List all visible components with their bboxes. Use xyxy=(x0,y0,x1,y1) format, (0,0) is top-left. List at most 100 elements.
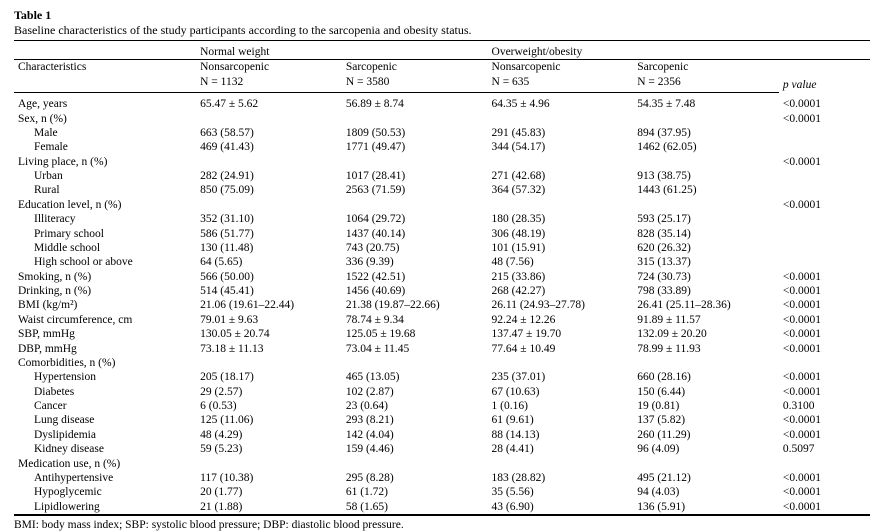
table-row: Illiteracy352 (31.10)1064 (29.72)180 (28… xyxy=(14,212,870,226)
cell-pvalue: <0.0001 xyxy=(779,284,870,298)
table-row: Lung disease125 (11.06)293 (8.21)61 (9.6… xyxy=(14,413,870,427)
row-label: Education level, n (%) xyxy=(14,198,196,212)
cell-value: 344 (54.17) xyxy=(488,140,634,154)
cell-pvalue: <0.0001 xyxy=(779,298,870,312)
cell-value: 92.24 ± 12.26 xyxy=(488,313,634,327)
cell-value xyxy=(196,356,342,370)
table-row: Drinking, n (%)514 (45.41)1456 (40.69)26… xyxy=(14,284,870,298)
cell-pvalue xyxy=(779,140,870,154)
cell-value: 469 (41.43) xyxy=(196,140,342,154)
row-label: Cancer xyxy=(14,399,196,413)
cell-value: 1462 (62.05) xyxy=(633,140,779,154)
cell-pvalue: <0.0001 xyxy=(779,198,870,212)
table-row: Antihypertensive117 (10.38)295 (8.28)183… xyxy=(14,471,870,485)
cell-pvalue: <0.0001 xyxy=(779,500,870,515)
cell-value: 268 (42.27) xyxy=(488,284,634,298)
cell-value: 73.18 ± 11.13 xyxy=(196,342,342,356)
cell-value: 21 (1.88) xyxy=(196,500,342,515)
cell-value: 586 (51.77) xyxy=(196,227,342,241)
cell-value: 828 (35.14) xyxy=(633,227,779,241)
cell-value: 48 (7.56) xyxy=(488,255,634,269)
table-row: Kidney disease59 (5.23)159 (4.46)28 (4.4… xyxy=(14,442,870,456)
cell-value: 73.04 ± 11.45 xyxy=(342,342,488,356)
row-label: Diabetes xyxy=(14,385,196,399)
cell-pvalue: <0.0001 xyxy=(779,112,870,126)
cell-value: 26.41 (25.11–28.36) xyxy=(633,298,779,312)
row-label: Primary school xyxy=(14,227,196,241)
cell-value: 271 (42.68) xyxy=(488,169,634,183)
col-characteristics: Characteristics xyxy=(14,60,196,75)
cell-value: 142 (4.04) xyxy=(342,428,488,442)
cell-pvalue xyxy=(779,241,870,255)
cell-value: 130 (11.48) xyxy=(196,241,342,255)
cell-value: 620 (26.32) xyxy=(633,241,779,255)
cell-value: 125.05 ± 19.68 xyxy=(342,327,488,341)
cell-value: 1064 (29.72) xyxy=(342,212,488,226)
table-row: Comorbidities, n (%) xyxy=(14,356,870,370)
table-row: Male663 (58.57)1809 (50.53)291 (45.83)89… xyxy=(14,126,870,140)
cell-value: 88 (14.13) xyxy=(488,428,634,442)
table-row: Diabetes29 (2.57)102 (2.87)67 (10.63)150… xyxy=(14,385,870,399)
cell-value: 1 (0.16) xyxy=(488,399,634,413)
row-label: Waist circumference, cm xyxy=(14,313,196,327)
table-row: Hypoglycemic20 (1.77)61 (1.72)35 (5.56)9… xyxy=(14,485,870,499)
table-row: Dyslipidemia48 (4.29)142 (4.04)88 (14.13… xyxy=(14,428,870,442)
cell-value: 56.89 ± 8.74 xyxy=(342,93,488,112)
col-ow-sarc-n: N = 2356 xyxy=(633,75,779,93)
cell-value: 150 (6.44) xyxy=(633,385,779,399)
table-row: Middle school130 (11.48)743 (20.75)101 (… xyxy=(14,241,870,255)
row-label: Lipidlowering xyxy=(14,500,196,515)
cell-value: 1443 (61.25) xyxy=(633,183,779,197)
row-label: Male xyxy=(14,126,196,140)
table-row: Urban282 (24.91)1017 (28.41)271 (42.68)9… xyxy=(14,169,870,183)
cell-value: 61 (9.61) xyxy=(488,413,634,427)
cell-value: 78.99 ± 11.93 xyxy=(633,342,779,356)
row-label: BMI (kg/m²) xyxy=(14,298,196,312)
cell-pvalue: <0.0001 xyxy=(779,428,870,442)
row-label: Urban xyxy=(14,169,196,183)
table-footnote: BMI: body mass index; SBP: systolic bloo… xyxy=(14,515,870,532)
table-row: Living place, n (%)<0.0001 xyxy=(14,155,870,169)
table-row: Waist circumference, cm79.01 ± 9.6378.74… xyxy=(14,313,870,327)
cell-value: 663 (58.57) xyxy=(196,126,342,140)
col-pvalue: p value xyxy=(779,60,870,93)
cell-pvalue: <0.0001 xyxy=(779,342,870,356)
row-label: Female xyxy=(14,140,196,154)
cell-value: 183 (28.82) xyxy=(488,471,634,485)
table-row: Sex, n (%) <0.0001 xyxy=(14,112,870,126)
cell-value: 77.64 ± 10.49 xyxy=(488,342,634,356)
cell-value xyxy=(488,198,634,212)
cell-value: 101 (15.91) xyxy=(488,241,634,255)
cell-value xyxy=(633,457,779,471)
cell-value xyxy=(342,112,488,126)
cell-pvalue: <0.0001 xyxy=(779,313,870,327)
cell-pvalue: <0.0001 xyxy=(779,370,870,384)
cell-value: 21.38 (19.87–22.66) xyxy=(342,298,488,312)
cell-pvalue xyxy=(779,457,870,471)
cell-value: 19 (0.81) xyxy=(633,399,779,413)
cell-value: 465 (13.05) xyxy=(342,370,488,384)
col-ow-sarc: Sarcopenic xyxy=(633,60,779,75)
cell-value xyxy=(196,155,342,169)
table-row: BMI (kg/m²)21.06 (19.61–22.44)21.38 (19.… xyxy=(14,298,870,312)
table-row: Cancer6 (0.53)23 (0.64)1 (0.16)19 (0.81)… xyxy=(14,399,870,413)
row-label: Medication use, n (%) xyxy=(14,457,196,471)
cell-value: 215 (33.86) xyxy=(488,270,634,284)
cell-value: 1522 (42.51) xyxy=(342,270,488,284)
cell-value xyxy=(633,155,779,169)
cell-pvalue: <0.0001 xyxy=(779,471,870,485)
cell-value: 724 (30.73) xyxy=(633,270,779,284)
cell-value: 79.01 ± 9.63 xyxy=(196,313,342,327)
cell-value: 137.47 ± 19.70 xyxy=(488,327,634,341)
cell-pvalue xyxy=(779,183,870,197)
row-label: Sex, n (%) xyxy=(14,112,196,126)
cell-pvalue: <0.0001 xyxy=(779,155,870,169)
cell-pvalue xyxy=(779,227,870,241)
row-label: Rural xyxy=(14,183,196,197)
row-label: Hypoglycemic xyxy=(14,485,196,499)
table-row: SBP, mmHg130.05 ± 20.74125.05 ± 19.68137… xyxy=(14,327,870,341)
cell-value: 913 (38.75) xyxy=(633,169,779,183)
cell-value: 205 (18.17) xyxy=(196,370,342,384)
cell-value: 660 (28.16) xyxy=(633,370,779,384)
cell-value: 291 (45.83) xyxy=(488,126,634,140)
